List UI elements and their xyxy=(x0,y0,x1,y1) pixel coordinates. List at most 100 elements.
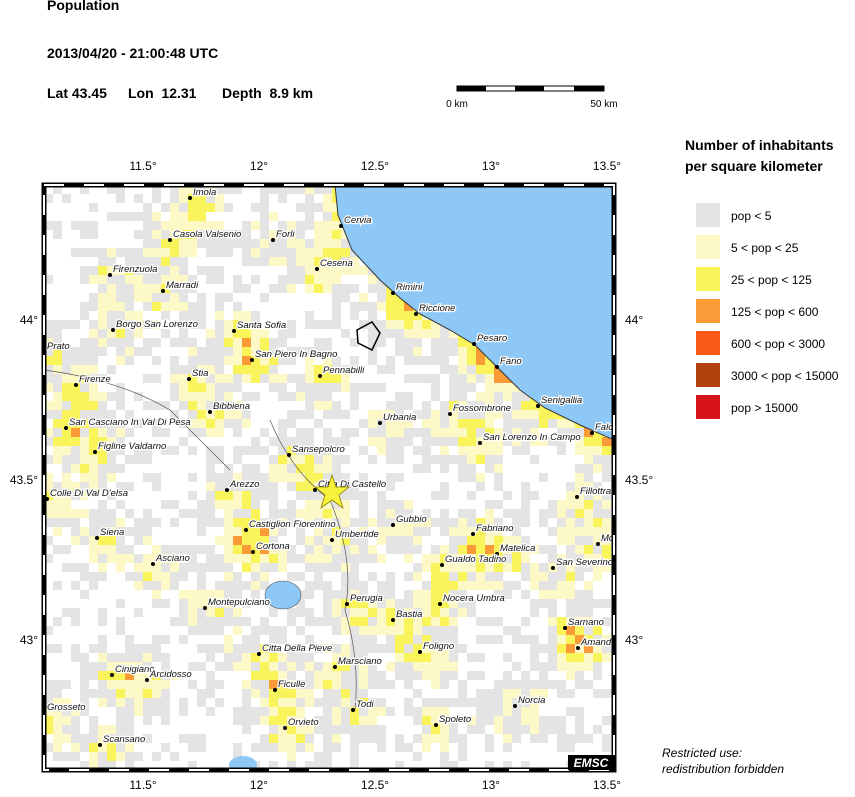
city-label: Orvieto xyxy=(288,717,319,728)
raster-cell xyxy=(215,383,224,392)
raster-cell xyxy=(431,455,440,464)
raster-cell xyxy=(548,590,557,599)
raster-cell xyxy=(359,302,368,311)
raster-cell xyxy=(404,554,413,563)
raster-cell xyxy=(206,374,215,383)
raster-cell xyxy=(422,446,431,455)
raster-cell xyxy=(116,716,125,725)
raster-cell xyxy=(350,725,359,734)
raster-cell xyxy=(296,716,305,725)
raster-cell xyxy=(485,509,494,518)
raster-cell xyxy=(107,212,116,221)
raster-cell xyxy=(305,401,314,410)
raster-cell xyxy=(350,554,359,563)
raster-cell xyxy=(98,527,107,536)
raster-cell xyxy=(467,725,476,734)
raster-cell xyxy=(134,536,143,545)
raster-cell xyxy=(269,212,278,221)
raster-cell xyxy=(602,743,611,752)
raster-cell xyxy=(98,347,107,356)
raster-cell xyxy=(233,653,242,662)
raster-cell xyxy=(323,365,332,374)
raster-cell xyxy=(89,446,98,455)
raster-cell xyxy=(314,563,323,572)
raster-cell xyxy=(98,311,107,320)
raster-cell xyxy=(134,293,143,302)
raster-cell xyxy=(458,563,467,572)
raster-cell xyxy=(404,329,413,338)
raster-cell xyxy=(395,518,404,527)
raster-cell xyxy=(440,644,449,653)
raster-cell xyxy=(323,230,332,239)
raster-cell xyxy=(260,734,269,743)
raster-cell xyxy=(485,437,494,446)
raster-cell xyxy=(89,716,98,725)
raster-cell xyxy=(188,320,197,329)
city-dot xyxy=(93,450,97,454)
raster-cell xyxy=(116,689,125,698)
raster-cell xyxy=(98,419,107,428)
raster-cell xyxy=(107,248,116,257)
raster-cell xyxy=(413,590,422,599)
raster-cell xyxy=(548,500,557,509)
raster-cell xyxy=(548,725,557,734)
raster-cell xyxy=(305,203,314,212)
raster-cell xyxy=(314,662,323,671)
raster-cell xyxy=(314,509,323,518)
raster-cell xyxy=(260,329,269,338)
raster-cell xyxy=(521,680,530,689)
raster-cell xyxy=(107,734,116,743)
raster-cell xyxy=(350,608,359,617)
raster-cell xyxy=(413,671,422,680)
raster-cell xyxy=(512,536,521,545)
raster-cell xyxy=(395,617,404,626)
city-dot xyxy=(536,404,540,408)
raster-cell xyxy=(98,545,107,554)
raster-cell xyxy=(521,698,530,707)
raster-cell xyxy=(233,347,242,356)
raster-cell xyxy=(323,689,332,698)
raster-cell xyxy=(476,725,485,734)
raster-cell xyxy=(566,599,575,608)
raster-cell xyxy=(161,401,170,410)
raster-cell xyxy=(413,311,422,320)
raster-cell xyxy=(125,527,134,536)
raster-cell xyxy=(260,536,269,545)
raster-cell xyxy=(260,185,269,194)
raster-cell xyxy=(350,401,359,410)
raster-cell xyxy=(368,347,377,356)
raster-cell xyxy=(521,761,530,770)
raster-cell xyxy=(89,392,98,401)
raster-cell xyxy=(368,662,377,671)
raster-cell xyxy=(188,626,197,635)
raster-cell xyxy=(278,185,287,194)
raster-cell xyxy=(485,455,494,464)
raster-cell xyxy=(89,545,98,554)
city-label: Stia xyxy=(192,368,208,379)
raster-cell xyxy=(269,608,278,617)
raster-cell xyxy=(341,437,350,446)
raster-cell xyxy=(125,284,134,293)
raster-cell xyxy=(395,473,404,482)
raster-cell xyxy=(512,392,521,401)
city-dot xyxy=(333,665,337,669)
legend-swatch xyxy=(696,395,720,419)
raster-cell xyxy=(125,248,134,257)
raster-cell xyxy=(584,635,593,644)
raster-cell xyxy=(512,698,521,707)
raster-cell xyxy=(89,536,98,545)
raster-cell xyxy=(512,428,521,437)
raster-cell xyxy=(602,446,611,455)
raster-cell xyxy=(296,689,305,698)
raster-cell xyxy=(449,608,458,617)
raster-cell xyxy=(323,716,332,725)
raster-cell xyxy=(98,284,107,293)
raster-cell xyxy=(116,671,125,680)
raster-cell xyxy=(89,302,98,311)
raster-cell xyxy=(305,185,314,194)
raster-cell xyxy=(566,428,575,437)
raster-cell xyxy=(404,680,413,689)
raster-cell xyxy=(323,743,332,752)
raster-cell xyxy=(287,455,296,464)
raster-cell xyxy=(278,221,287,230)
